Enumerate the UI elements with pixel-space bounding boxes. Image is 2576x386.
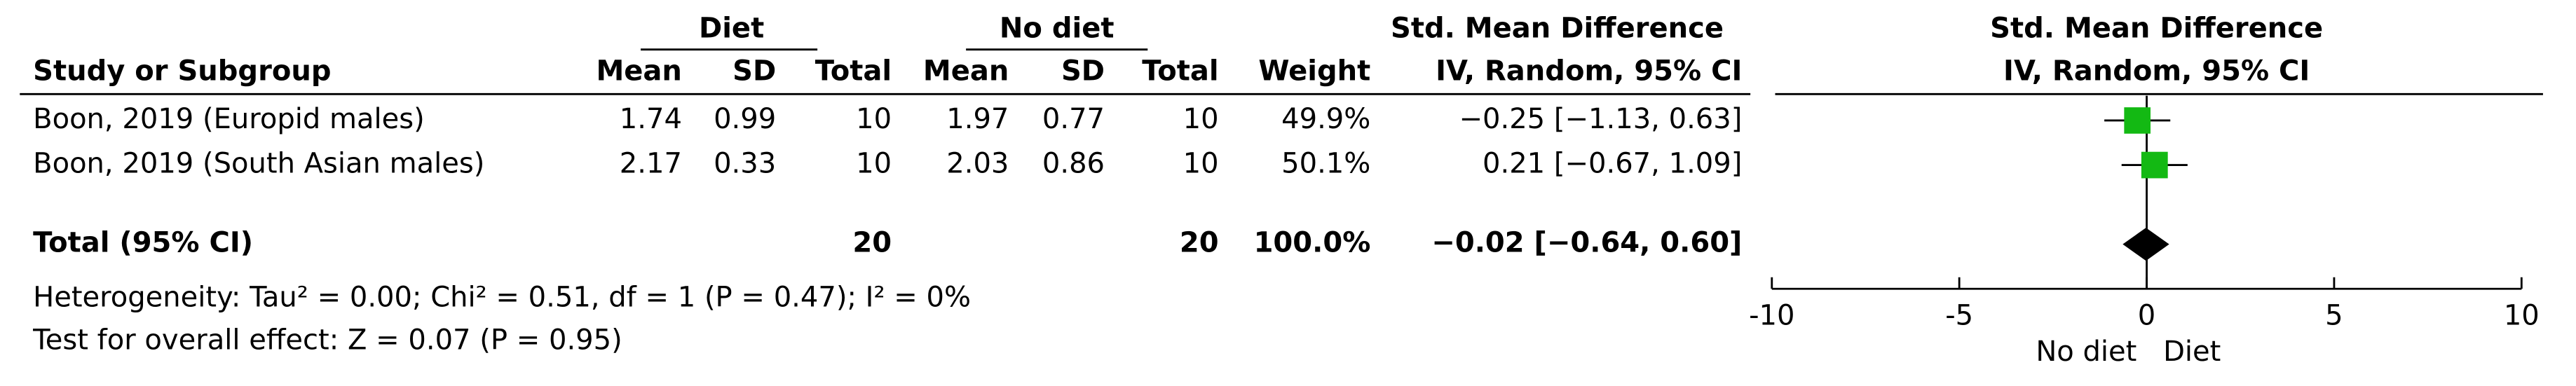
table-cell: 0.86 <box>1042 148 1105 180</box>
table-cell: 1.74 <box>620 103 682 135</box>
group-header: Std. Mean Difference <box>1391 12 1724 44</box>
study-estimate <box>2124 107 2151 134</box>
table-cell: 0.21 [−0.67, 1.09] <box>1483 148 1742 180</box>
overall-effect: Test for overall effect: Z = 0.07 (P = 0… <box>32 324 622 357</box>
column-header: Mean <box>596 55 682 88</box>
table-cell: 0.99 <box>714 103 776 135</box>
study-estimate <box>2141 151 2168 179</box>
x-label-left: No diet <box>2036 336 2137 368</box>
column-header: Study or Subgroup <box>33 55 331 88</box>
column-header: SD <box>1061 55 1105 88</box>
x-tick-label: 0 <box>2138 299 2155 331</box>
x-tick-label: -5 <box>1945 299 1973 331</box>
x-label-right: Diet <box>2163 336 2221 368</box>
total-cell: 100.0% <box>1254 227 1371 259</box>
plot-subtitle: IV, Random, 95% CI <box>2003 55 2310 88</box>
heterogeneity: Heterogeneity: Tau² = 0.00; Chi² = 0.51,… <box>33 281 971 313</box>
column-header: SD <box>732 55 776 88</box>
total-label: Total (95% CI) <box>33 227 253 259</box>
column-header: IV, Random, 95% CI <box>1436 55 1742 88</box>
column-header: Total <box>815 55 892 88</box>
table-cell: 50.1% <box>1281 148 1370 180</box>
table-cell: 10 <box>856 148 892 180</box>
table-cell: 0.33 <box>714 148 776 180</box>
group-header: Diet <box>699 12 764 44</box>
total-cell: 20 <box>1180 227 1219 259</box>
table-cell: 10 <box>856 103 892 135</box>
table-cell: 1.97 <box>946 103 1009 135</box>
total-cell: 20 <box>852 227 892 259</box>
study-name: Boon, 2019 (South Asian males) <box>33 148 484 180</box>
table-cell: 0.77 <box>1042 103 1105 135</box>
x-tick-label: -10 <box>1749 299 1794 331</box>
table-cell: 49.9% <box>1281 103 1370 135</box>
total-diamond <box>2122 228 2169 261</box>
total-cell: −0.02 [−0.64, 0.60] <box>1431 227 1742 259</box>
x-tick-label: 5 <box>2325 299 2343 331</box>
table-cell: −0.25 [−1.13, 0.63] <box>1459 103 1742 135</box>
plot-title: Std. Mean Difference <box>1990 12 2323 44</box>
column-header: Mean <box>923 55 1009 88</box>
table-cell: 2.03 <box>946 148 1009 180</box>
group-header: No diet <box>1000 12 1115 44</box>
table-cell: 10 <box>1183 148 1219 180</box>
x-tick-label: 10 <box>2504 299 2540 331</box>
column-header: Total <box>1142 55 1218 88</box>
table-cell: 10 <box>1183 103 1219 135</box>
figure-body: Diet No diet Std. Mean Difference Std. M… <box>20 12 2543 368</box>
column-header: Weight <box>1258 55 1370 88</box>
study-name: Boon, 2019 (Europid males) <box>33 103 425 135</box>
table-cell: 2.17 <box>620 148 682 180</box>
